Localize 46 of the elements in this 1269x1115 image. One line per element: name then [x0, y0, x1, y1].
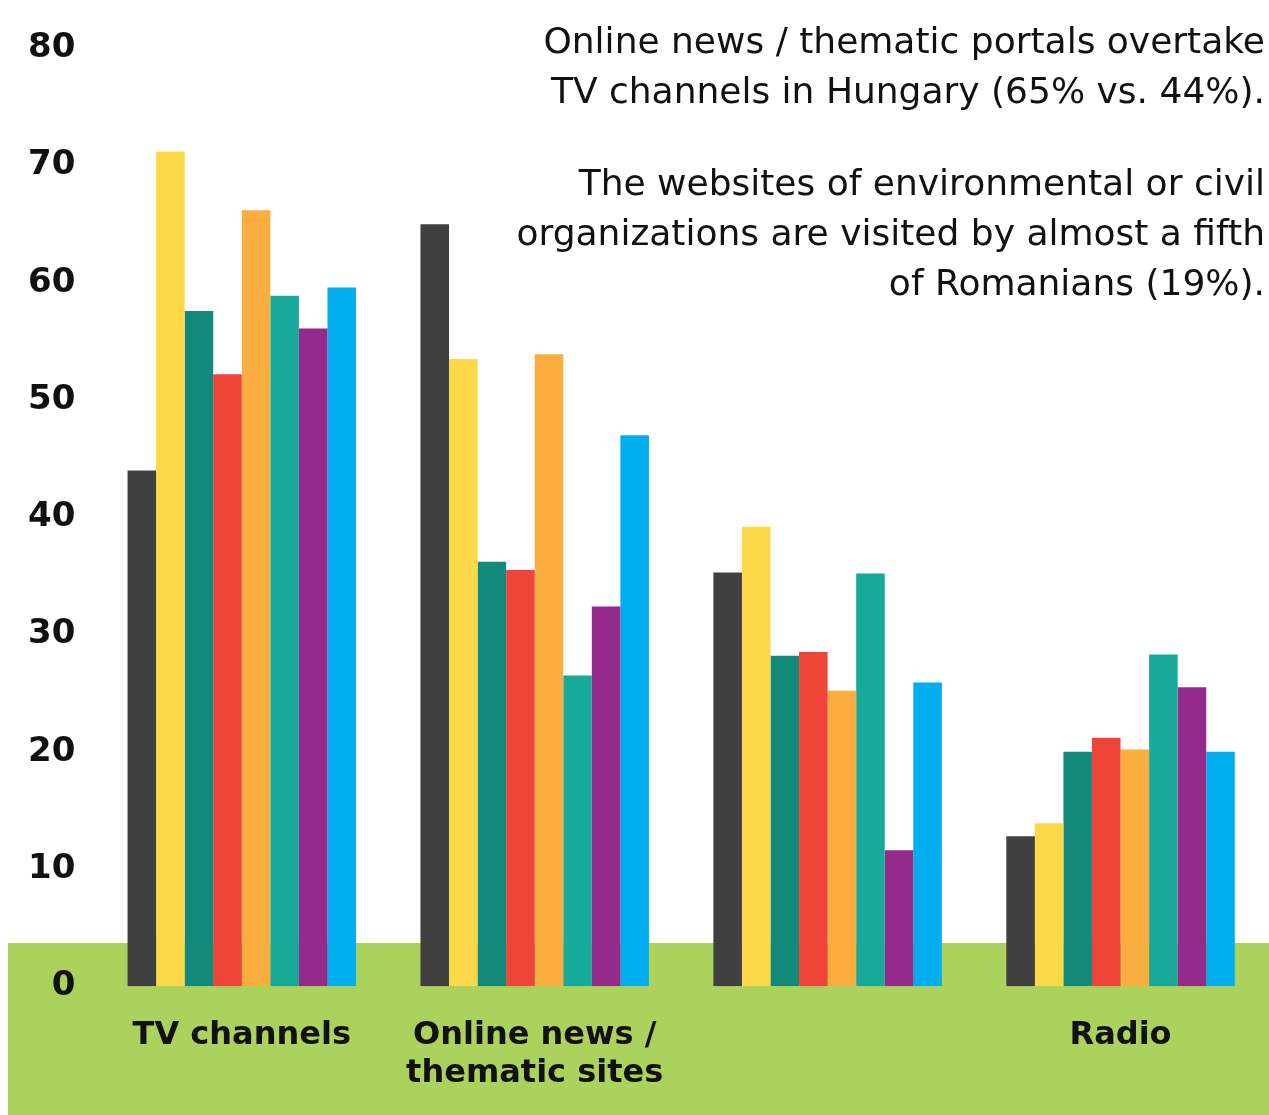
y-tick-label: 70: [27, 142, 76, 183]
bar: [913, 682, 942, 987]
bar: [241, 210, 271, 987]
y-tick-label: 50: [27, 376, 76, 417]
bar: [1177, 687, 1207, 987]
bar: [420, 224, 450, 987]
bar: [506, 570, 535, 987]
bar: [713, 572, 742, 987]
bar: [827, 690, 857, 987]
bar: [477, 561, 507, 987]
bar: [270, 295, 299, 987]
x-tick-label: TV channels: [132, 1013, 351, 1052]
bar: [127, 470, 157, 987]
bar: [1034, 823, 1064, 987]
bar: [591, 606, 621, 987]
y-tick-label: 0: [51, 963, 76, 1004]
x-tick-label: Radio: [1069, 1013, 1172, 1052]
bar: [1091, 737, 1121, 987]
bar: [1120, 749, 1150, 987]
bar: [213, 374, 242, 987]
annotation: Online news / thematic portals overtake TV channels in Hungary (65% vs. 44%).: [542, 19, 1265, 113]
bar: [884, 850, 914, 987]
bar: [449, 359, 478, 987]
bar: [799, 652, 828, 987]
bar: [184, 310, 214, 987]
bar: [156, 151, 185, 987]
y-tick-label: 30: [27, 611, 76, 652]
bar: [1006, 836, 1035, 987]
bar: [534, 354, 564, 987]
bar: [1206, 751, 1235, 987]
annotation: The websites of environmental or civil organizations are visited by almost a fifth of Romanians (19%).: [515, 161, 1265, 305]
bar: [1149, 654, 1178, 987]
bar: [327, 287, 357, 987]
x-tick-label: Online news / thematic sites: [406, 1013, 664, 1091]
bar: [856, 573, 885, 987]
y-tick-label: 20: [27, 728, 76, 769]
bar: [620, 435, 649, 987]
bar: [563, 675, 592, 987]
bar: [1063, 751, 1092, 987]
bar: [770, 655, 800, 987]
y-tick-label: 10: [27, 845, 76, 886]
y-tick-label: 60: [27, 259, 76, 300]
bar: [741, 526, 771, 987]
bar: [298, 328, 328, 987]
y-tick-label: 40: [27, 494, 76, 535]
y-tick-label: 80: [27, 25, 76, 66]
